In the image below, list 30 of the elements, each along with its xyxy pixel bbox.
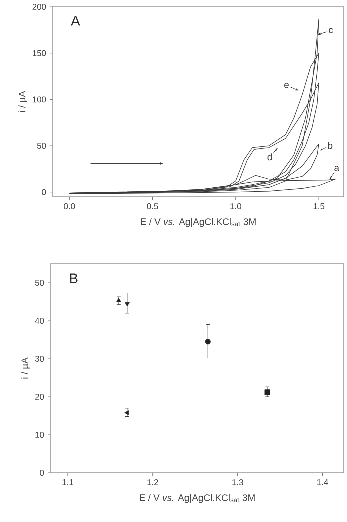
x-tick-label: 1.3 [232,480,244,486]
annotation: c [329,28,334,34]
annotation: b [328,142,333,150]
y-tick-label: 150 [33,50,46,56]
y-tick-label: 10 [36,432,44,438]
y-tick-label: 0 [42,189,46,196]
x-axis-title: E / V vs. Ag|AgCl.KCl$_{sat}$ 3M [141,218,256,228]
y-tick-label: 40 [35,318,44,324]
y-tick-label: 200 [32,4,46,10]
x-tick-label: 1.0 [230,204,242,210]
y-tick-label: 50 [35,280,44,286]
x-tick-label: 1.1 [62,480,74,486]
annotation: a [334,166,340,172]
x-tick-label: 0.0 [64,204,76,210]
y-tick-label: 30 [35,356,44,362]
y-axis-title: i / µA [21,358,30,379]
x-tick-label: 0.5 [147,204,158,210]
y-tick-label: 0 [40,470,44,476]
annotation: A [71,16,80,26]
y-tick-label: 100 [33,96,46,103]
annotation: B [70,274,78,284]
x-tick-label: 1.5 [314,204,325,210]
y-axis-title: i / µA [18,91,28,112]
x-tick-label: 1.4 [318,480,328,486]
annotation: e [284,83,289,88]
annotation: d [268,154,272,161]
x-axis-title: E / V vs. Ag|AgCl.KCl$_{sat}$ 3M [140,494,255,504]
y-tick-label: 20 [35,394,44,400]
x-tick-label: 1.2 [148,480,158,486]
y-tick-label: 50 [37,143,46,150]
